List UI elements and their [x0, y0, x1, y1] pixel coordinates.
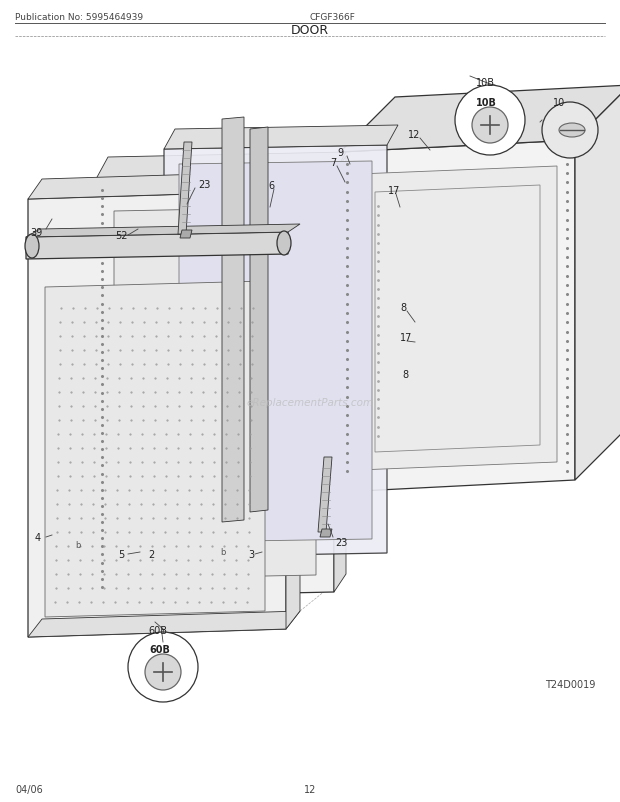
Polygon shape: [45, 282, 265, 618]
Text: b: b: [75, 540, 81, 549]
Polygon shape: [180, 231, 192, 239]
Text: 39: 39: [30, 228, 42, 237]
Polygon shape: [164, 126, 398, 150]
Polygon shape: [26, 233, 288, 260]
Ellipse shape: [25, 235, 39, 259]
Polygon shape: [28, 172, 300, 200]
Text: 60B: 60B: [149, 644, 170, 654]
Text: 04/06: 04/06: [15, 784, 43, 794]
Circle shape: [455, 86, 525, 156]
Polygon shape: [575, 86, 620, 480]
Text: 4: 4: [35, 533, 41, 542]
Polygon shape: [179, 162, 372, 542]
Polygon shape: [114, 208, 316, 579]
Text: 10B: 10B: [476, 98, 497, 107]
Text: Publication No: 5995464939: Publication No: 5995464939: [15, 14, 143, 22]
Text: T24D0019: T24D0019: [545, 679, 595, 689]
Text: 52: 52: [115, 231, 128, 241]
Text: 23: 23: [335, 537, 347, 547]
Text: CFGF366F: CFGF366F: [310, 14, 356, 22]
Text: 8: 8: [400, 302, 406, 313]
Text: eReplacementParts.com: eReplacementParts.com: [246, 398, 374, 407]
Text: 3: 3: [248, 549, 254, 559]
Text: 12: 12: [408, 130, 420, 140]
Text: 8: 8: [402, 370, 408, 379]
Text: 23: 23: [198, 180, 210, 190]
Polygon shape: [340, 86, 620, 153]
Text: 17: 17: [400, 333, 412, 342]
Text: DOOR: DOOR: [291, 23, 329, 36]
Circle shape: [145, 654, 181, 691]
Polygon shape: [96, 175, 334, 597]
Polygon shape: [164, 146, 387, 557]
Polygon shape: [222, 118, 244, 522]
Ellipse shape: [277, 232, 291, 256]
Polygon shape: [28, 611, 300, 638]
Text: 10B: 10B: [476, 78, 495, 88]
Polygon shape: [28, 192, 286, 638]
Ellipse shape: [559, 124, 585, 138]
Text: 7: 7: [330, 158, 336, 168]
Polygon shape: [26, 225, 300, 237]
Polygon shape: [320, 529, 332, 537]
Text: 9: 9: [337, 148, 343, 158]
Text: 10: 10: [553, 98, 565, 107]
Polygon shape: [286, 174, 300, 630]
Polygon shape: [250, 128, 268, 512]
Circle shape: [472, 107, 508, 144]
Text: 60B: 60B: [148, 626, 167, 635]
Text: b: b: [220, 548, 226, 557]
Text: 17: 17: [388, 186, 401, 196]
Circle shape: [542, 103, 598, 159]
Text: 6: 6: [268, 180, 274, 191]
Circle shape: [128, 632, 198, 702]
Polygon shape: [178, 143, 192, 235]
Text: 12: 12: [304, 784, 316, 794]
Polygon shape: [340, 141, 575, 492]
Polygon shape: [358, 167, 557, 471]
Text: 2: 2: [148, 549, 154, 559]
Polygon shape: [334, 157, 346, 592]
Polygon shape: [96, 153, 346, 180]
Polygon shape: [318, 457, 332, 533]
Text: 5: 5: [118, 549, 124, 559]
